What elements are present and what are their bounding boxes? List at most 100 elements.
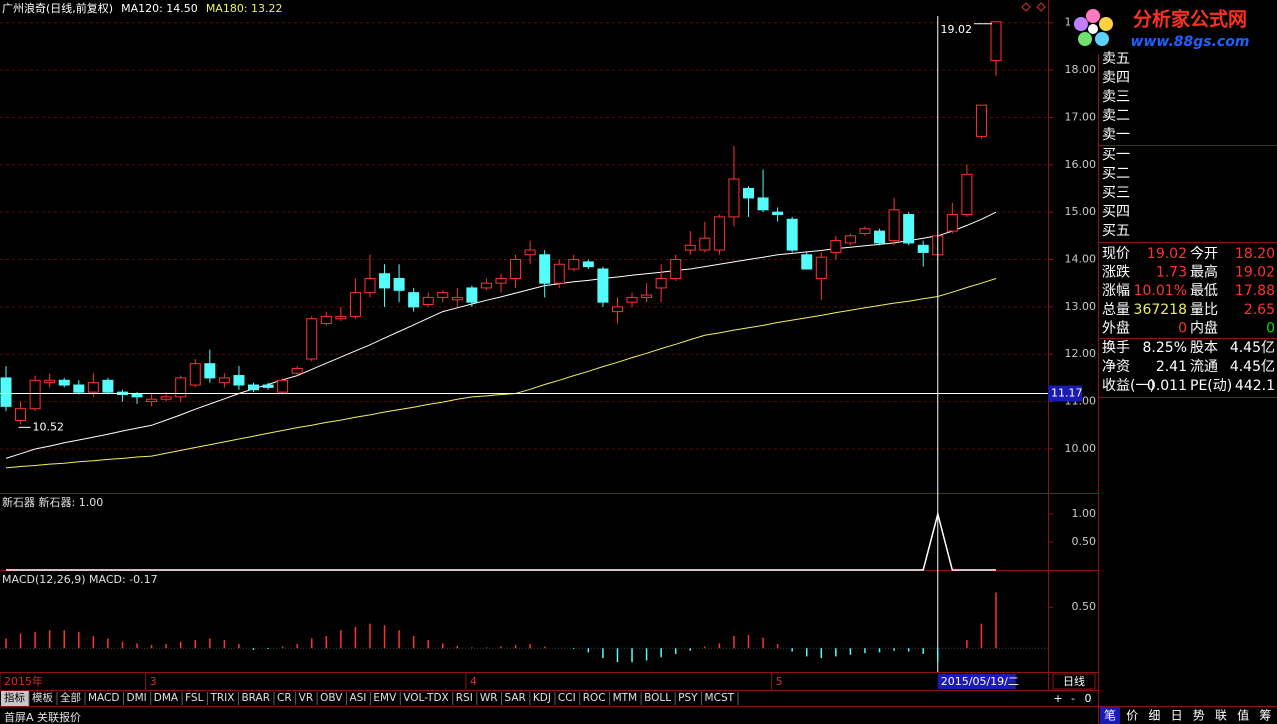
candle-body (320, 315, 332, 324)
tab[interactable]: EMV (373, 692, 397, 704)
tab[interactable]: DMI (126, 692, 146, 704)
candle-body (277, 379, 289, 393)
petal (1074, 17, 1088, 31)
side-tab[interactable]: 细 (1148, 709, 1160, 723)
quote-label: 股本 (1190, 340, 1218, 356)
tab[interactable]: DMA (154, 692, 179, 704)
x-tick-label: 2015年 (4, 674, 43, 688)
quote-value: 19.02 (1235, 265, 1275, 281)
tab[interactable]: OBV (320, 692, 343, 704)
candle-body (946, 214, 958, 232)
x-tick-label: 4 (470, 675, 477, 688)
tab[interactable]: ROC (583, 692, 606, 704)
tab[interactable]: BRAR (241, 692, 270, 704)
quote-value: 4.45亿 (1230, 359, 1275, 375)
candle-body (44, 379, 56, 384)
side-tab[interactable]: 价 (1126, 709, 1138, 723)
tab[interactable]: ASI (349, 692, 366, 704)
candle-body (379, 273, 391, 289)
quote-label: 现价 (1102, 246, 1130, 262)
order-book-label: 买四 (1102, 204, 1130, 220)
tab[interactable]: CR (277, 692, 292, 704)
candle-body (582, 261, 594, 268)
tab[interactable]: FSL (185, 692, 204, 704)
marker (1036, 2, 1046, 12)
candle-body (684, 244, 696, 251)
candle-body (655, 277, 667, 289)
candle-body (757, 197, 769, 211)
header-label: MA120: 14.50 (121, 2, 198, 15)
candle-body (539, 254, 551, 284)
quote-label: 换手 (1102, 339, 1130, 356)
y-tick-label: 13.00 (1065, 300, 1097, 313)
crosshair-label-bg (937, 674, 1016, 689)
tab[interactable]: VOL-TDX (403, 692, 448, 704)
candle-body (248, 384, 259, 391)
tab[interactable]: TRIX (209, 692, 234, 704)
candle-body (772, 211, 784, 216)
side-tab[interactable]: 势 (1193, 709, 1205, 723)
tab[interactable]: BOLL (644, 692, 671, 704)
y-tick-label: 0.50 (1072, 600, 1097, 613)
candle-body (874, 230, 886, 244)
candle-body (29, 379, 41, 410)
tab[interactable]: WR (480, 692, 498, 704)
quote-label: 外盘 (1102, 319, 1130, 336)
tab[interactable]: RSI (456, 692, 473, 704)
y-tick-label: 10.00 (1065, 442, 1097, 455)
candle-body (815, 256, 827, 279)
side-tab[interactable]: 联 (1215, 709, 1227, 723)
candle-body (495, 277, 507, 284)
candle-body (233, 375, 245, 386)
petal-center (1088, 24, 1098, 34)
candle-body (597, 268, 609, 303)
tab[interactable]: 全部 (60, 691, 81, 704)
candle-body (218, 377, 230, 384)
zoom-control[interactable]: - (1071, 692, 1075, 705)
side-tab[interactable]: 筹 (1259, 709, 1271, 723)
crosshair-label: 2015/05/19/二 (941, 675, 1019, 688)
candle-body (480, 282, 492, 289)
y-tick-label: 1.00 (1072, 507, 1097, 520)
quote-label: 今开 (1190, 246, 1218, 262)
candle-body (786, 218, 798, 251)
tab[interactable]: MCST (705, 692, 735, 704)
candle-body (262, 384, 274, 388)
quote-label: 流通 (1190, 359, 1218, 375)
candle-body (437, 292, 449, 298)
tab[interactable]: MACD (88, 692, 119, 704)
tab[interactable]: VR (299, 692, 313, 704)
candle-body (204, 363, 216, 379)
tab[interactable]: 指标 (4, 691, 25, 704)
side-tab[interactable]: 笔 (1104, 708, 1116, 723)
candle-body (728, 178, 740, 218)
period[interactable]: 日线 (1063, 674, 1085, 688)
tab[interactable]: CCI (558, 692, 576, 704)
tab[interactable]: SAR (505, 692, 526, 704)
quote-value: 2.65 (1244, 302, 1275, 318)
bottom-left-tab[interactable]: 首屏A 关联报价 (4, 710, 81, 724)
marker (1021, 2, 1031, 12)
candle-body (917, 244, 929, 253)
candle-body (146, 398, 158, 403)
indicator-line (6, 511, 996, 571)
tab[interactable]: MTM (613, 692, 638, 704)
tab[interactable]: KDJ (533, 692, 551, 704)
side-tab[interactable]: 值 (1237, 708, 1249, 723)
quote-value: 442.1 (1235, 378, 1275, 394)
zoom-control[interactable]: 0 (1085, 692, 1092, 705)
candle-body (524, 249, 536, 256)
header-label: MA180: 13.22 (206, 2, 283, 15)
tab[interactable]: 模板 (32, 691, 53, 704)
candle-body (743, 187, 754, 199)
side-tab[interactable]: 日 (1171, 709, 1183, 723)
candle-body (844, 235, 856, 244)
order-book-label: 卖三 (1102, 89, 1130, 105)
quote-label: 最高 (1190, 264, 1218, 281)
zoom-control[interactable]: + (1053, 692, 1062, 705)
quote-value: 17.88 (1235, 283, 1275, 299)
tab[interactable]: PSY (678, 692, 698, 704)
